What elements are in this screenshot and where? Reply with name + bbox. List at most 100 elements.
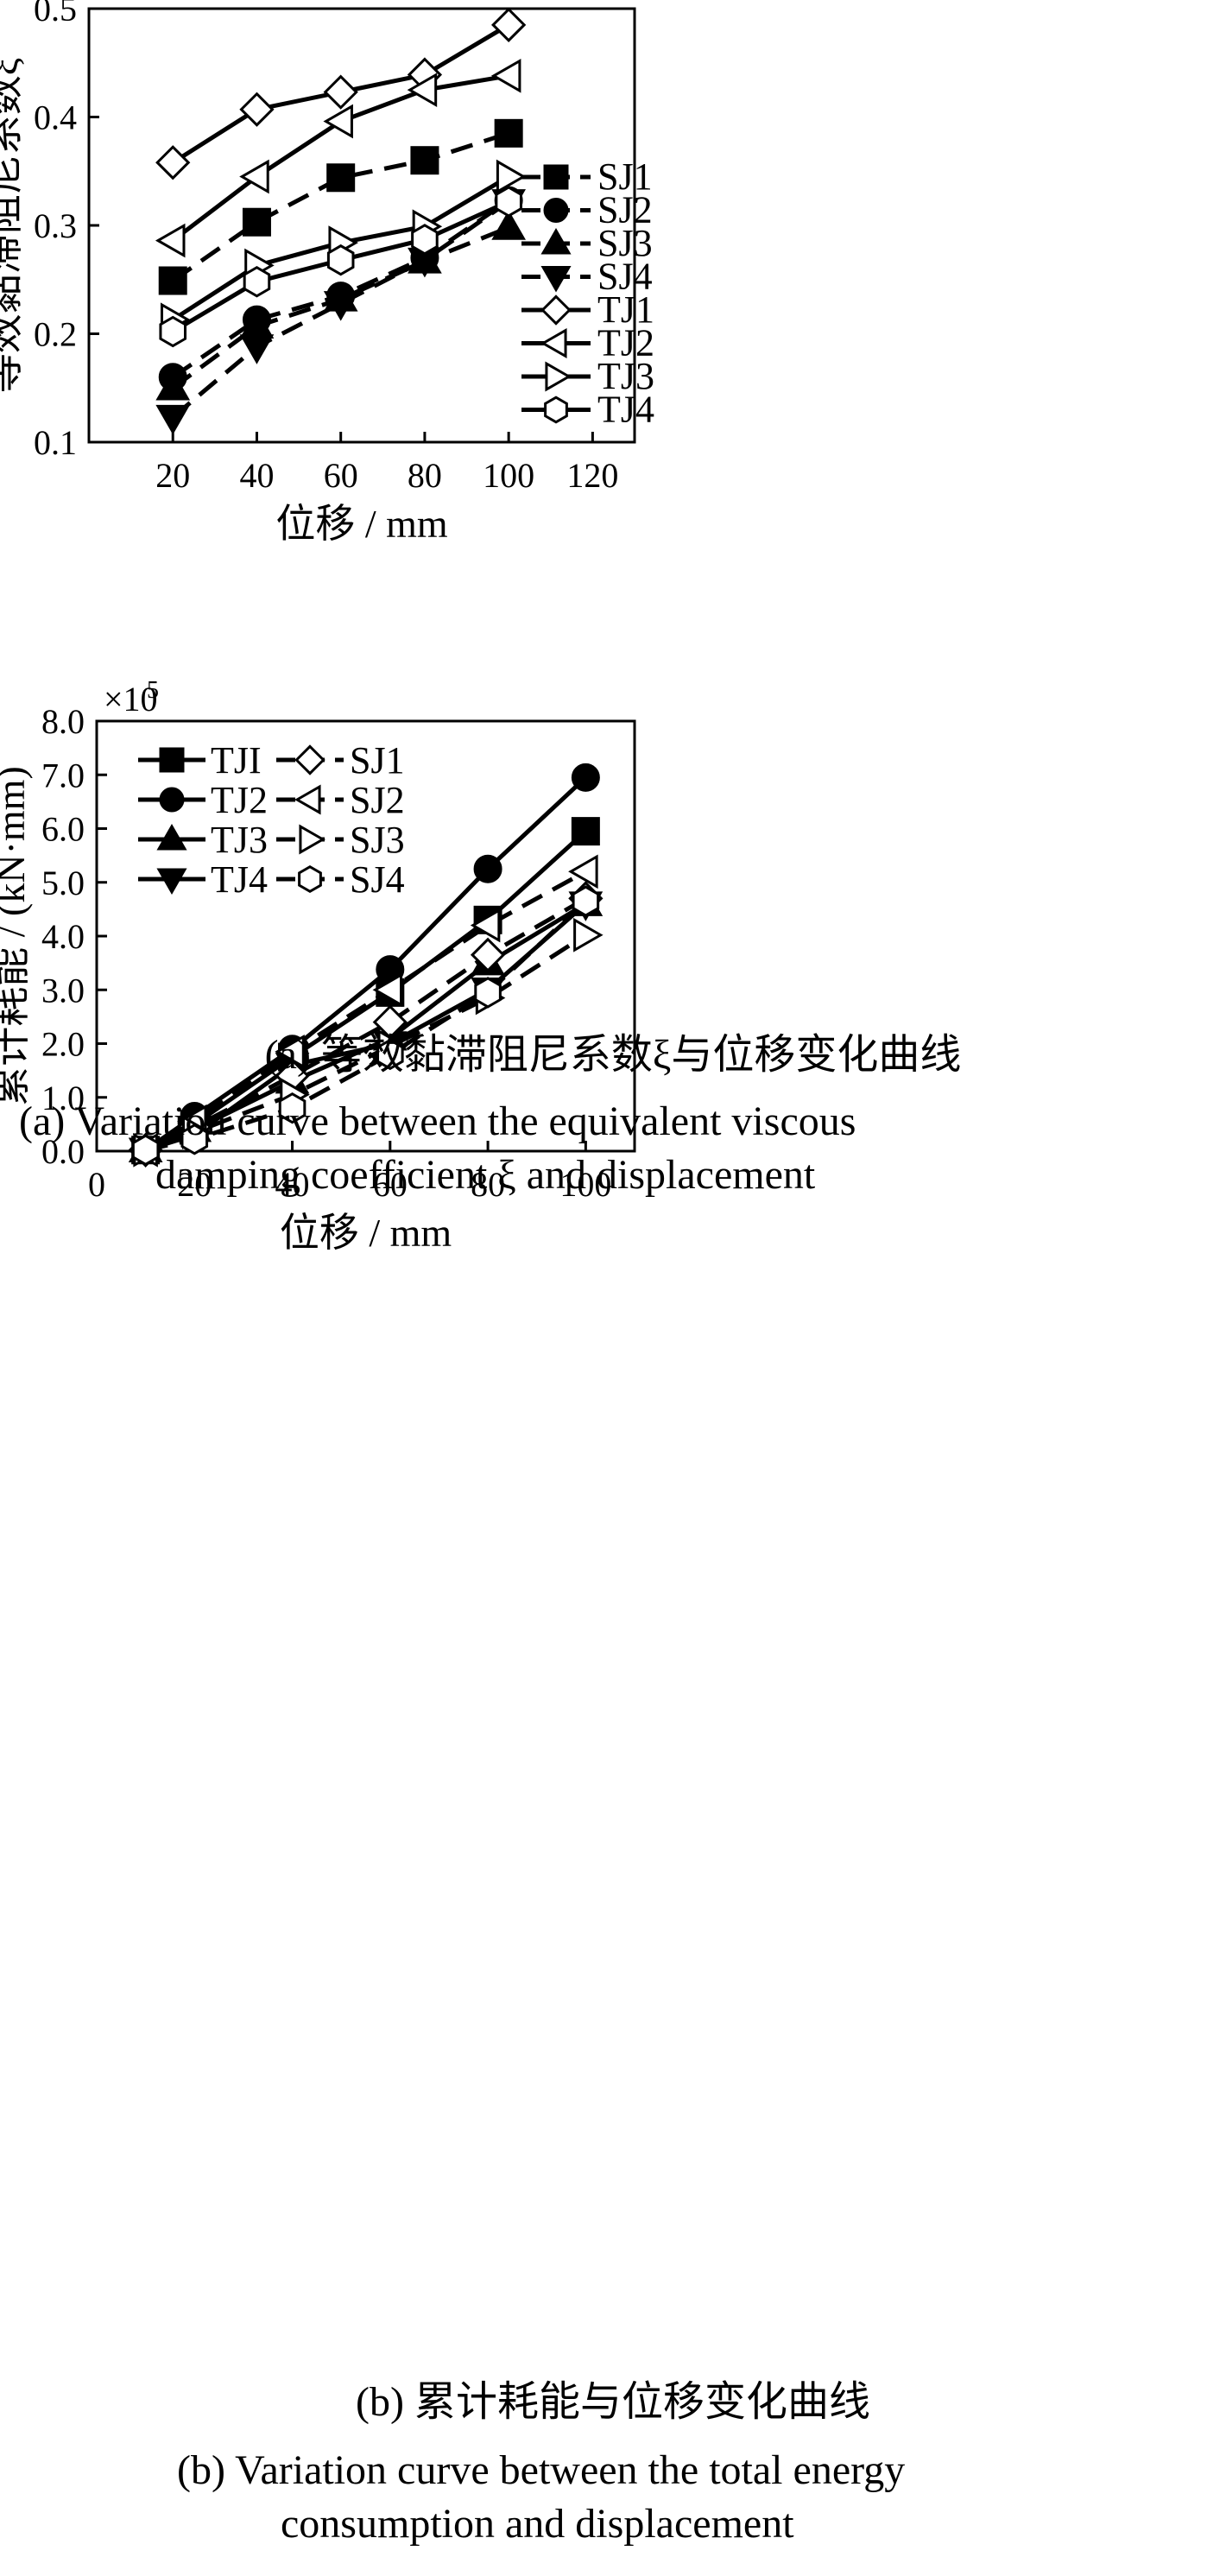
chart-a-data-point-tj1 (491, 7, 527, 42)
chart-b-legend-marker-tj3 (156, 824, 187, 851)
chart-a-x-tick-label: 100 (483, 456, 534, 495)
chart-a-series-line-sj1 (171, 130, 509, 283)
chart-a-legend-marker-sj1 (543, 164, 569, 190)
chart-b-legend-marker-tj4 (156, 868, 187, 895)
chart-a-data-point-tj1 (239, 92, 275, 127)
chart-a-data-point-sj4 (155, 404, 191, 435)
chart-a-legend-label-tj3: TJ3 (597, 355, 654, 397)
chart-a-data-point-tj4 (495, 186, 522, 218)
chart-a-y-tick-label: 0.3 (34, 206, 77, 245)
chart-b-energy-consumption: 0 20 40 60 80 100 0.0 1.0 2.0 3.0 4.0 5.0 6.0 7.0 8.0 位… (0, 677, 636, 1255)
chart-b-data-point-sj3 (573, 917, 604, 953)
chart-b-data-point-sj4 (376, 1038, 404, 1071)
chart-b-data-point-sj4 (131, 1134, 160, 1166)
chart-b-data-point-sj1 (470, 937, 506, 972)
chart-a-x-tick-label: 40 (239, 456, 274, 495)
chart-a-data-point-sj1 (494, 118, 523, 148)
chart-a-data-point-tj4 (326, 244, 355, 276)
chart-b-y-tick-label: 2.0 (41, 1025, 85, 1064)
chart-b-y-tick-label: 0.0 (41, 1132, 85, 1171)
chart-b-x-tick-label: 60 (373, 1165, 408, 1204)
chart-a-legend-label-sj2: SJ2 (597, 189, 653, 231)
chart-a-series-line-sj4 (171, 199, 510, 420)
chart-a-data-point-sj1 (410, 146, 439, 175)
chart-b-x-tick-label: 80 (471, 1165, 505, 1204)
chart-a-x-tick-label: 60 (324, 456, 358, 495)
chart-a-data-point-tj2 (323, 104, 353, 139)
chart-b-data-point-sj2 (568, 854, 598, 889)
caption-a-chinese: (a) 等效黏滞阻尼系数ξ与位移变化曲线 (264, 1032, 962, 1078)
chart-a-x-tick-label: 80 (408, 456, 442, 495)
chart-b-legend-label-sj1: SJ1 (350, 739, 405, 782)
chart-a-legend-marker-sj2 (543, 198, 569, 223)
chart-a-x-axis-label: 位移 / mm (275, 502, 448, 546)
chart-b-y-multiplier-exponent: 5 (147, 677, 159, 704)
chart-a-data-point-tj4 (243, 266, 271, 298)
chart-a-legend-label-sj3: SJ3 (597, 222, 653, 264)
chart-a-y-tick-label: 0.5 (34, 0, 77, 28)
chart-a-y-tick-label: 0.2 (34, 315, 77, 354)
chart-b-legend-marker-sj1 (294, 744, 325, 775)
chart-a-data-point-sj4 (239, 334, 275, 364)
chart-b-x-tick-label: 0 (88, 1165, 105, 1204)
chart-b-legend-label-sj4: SJ4 (350, 858, 405, 901)
chart-a-y-tick-label: 0.4 (34, 98, 77, 137)
chart-a-data-point-sj3 (155, 370, 191, 401)
chart-b-data-point-tj2 (571, 763, 600, 792)
chart-a-legend-marker-tj2 (540, 327, 567, 359)
chart-b-data-point-sj4 (474, 977, 502, 1009)
chart-a-damping-coefficient: 20 40 60 80 100 120 0.1 0.2 0.3 0.4 0.5 位移 / mm 等效黏滞… (0, 0, 654, 546)
chart-b-x-tick-label: 40 (275, 1165, 310, 1204)
chart-b-legend-marker-sj4 (298, 864, 322, 894)
chart-b-y-tick-label: 6.0 (41, 810, 85, 849)
chart-b-x-axis-label: 位移 / mm (280, 1211, 452, 1255)
chart-b-legend-label-sj2: SJ2 (350, 779, 405, 821)
chart-b-data-point-sj2 (372, 972, 403, 1008)
chart-a-legend-marker-sj4 (540, 265, 572, 293)
chart-a-data-point-sj4 (323, 291, 358, 321)
chart-a-y-axis-label: 等效黏滞阻尼系数ξ (0, 58, 26, 394)
chart-b-x-tick-label: 100 (559, 1165, 611, 1204)
chart-b-legend-label-tj3: TJ3 (211, 819, 268, 861)
chart-a-data-point-tj1 (323, 74, 358, 110)
chart-b-y-tick-label: 8.0 (41, 702, 85, 741)
chart-a-data-point-tj2 (407, 73, 438, 107)
chart-a-data-point-tj2 (155, 223, 186, 258)
chart-a-legend-marker-tj4 (544, 396, 568, 424)
chart-a-legend-label-sj1: SJ1 (597, 155, 653, 198)
chart-b-y-tick-label: 1.0 (41, 1079, 85, 1117)
chart-b-data-point-tj2 (473, 854, 502, 883)
chart-a-legend-marker-tj1 (540, 294, 572, 326)
chart-a-legend-marker-tj3 (545, 361, 572, 392)
chart-b-data-point-sj2 (275, 1034, 305, 1069)
caption-a-english-line1: (a) Variation curve between the equivale… (19, 1098, 856, 1144)
chart-a-data-point-tj2 (239, 159, 269, 194)
caption-b-english-line1: (b) Variation curve between the total en… (177, 2447, 906, 2493)
chart-a-data-point-tj4 (411, 224, 439, 256)
chart-a-legend-marker-sj3 (540, 228, 572, 255)
chart-b-y-multiplier: ×10 (104, 680, 158, 718)
chart-a-data-point-tj1 (155, 145, 191, 180)
chart-b-data-point-sj4 (180, 1123, 209, 1155)
chart-b-legend-label-tj2: TJ2 (211, 779, 268, 821)
chart-a-legend-label-tj2: TJ2 (597, 322, 654, 364)
chart-b-x-tick-label: 20 (177, 1165, 212, 1204)
chart-b-data-point-sj4 (572, 885, 600, 917)
chart-a-x-tick-label: 120 (566, 456, 618, 495)
caption-b-chinese: (b) 累计耗能与位移变化曲线 (356, 2379, 870, 2425)
chart-b-legend-label-tj4: TJ4 (211, 858, 268, 901)
chart-b-data-point-sj4 (278, 1092, 306, 1124)
chart-b-data-point-tji (571, 817, 600, 846)
chart-b-y-tick-label: 5.0 (41, 864, 85, 902)
chart-a-x-tick-label: 20 (155, 456, 190, 495)
chart-b-y-axis-label: 累计耗能 / (kN·mm) (0, 766, 33, 1106)
chart-a-data-point-tj2 (490, 58, 521, 93)
chart-a-legend-label-sj4: SJ4 (597, 256, 653, 298)
caption-b-english-line2: consumption and displacement (281, 2501, 794, 2547)
chart-a-data-point-tj4 (159, 315, 187, 348)
chart-b-y-tick-label: 3.0 (41, 971, 85, 1010)
chart-b-data-point-sj2 (470, 908, 501, 943)
chart-b-legend-marker-sj2 (294, 784, 321, 815)
caption-a-english-line2: damping coefficient ξ and displacement (155, 1152, 816, 1198)
